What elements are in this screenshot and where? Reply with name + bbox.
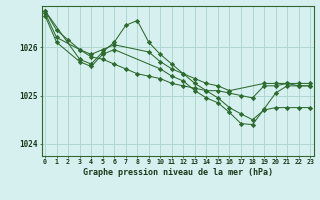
X-axis label: Graphe pression niveau de la mer (hPa): Graphe pression niveau de la mer (hPa)	[83, 168, 273, 177]
